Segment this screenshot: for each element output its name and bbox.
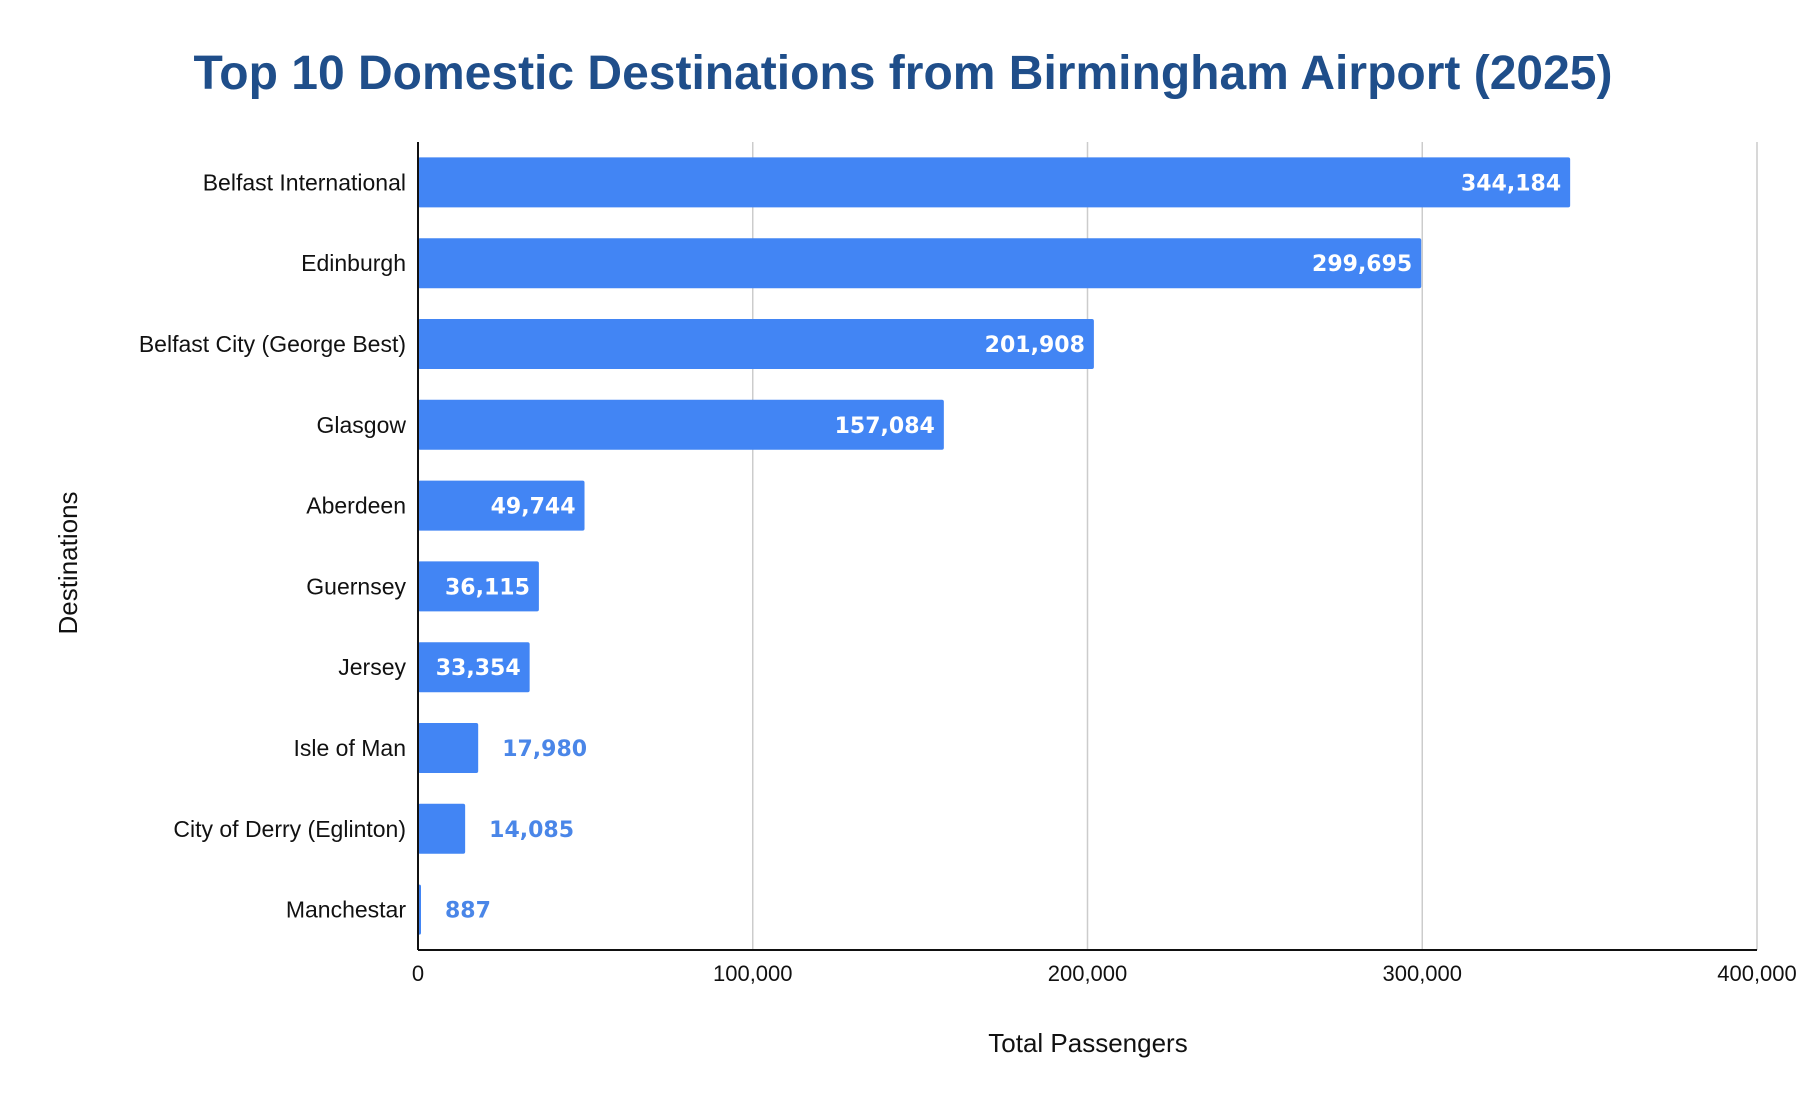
category-label: Jersey — [338, 654, 406, 680]
bar — [418, 157, 1571, 208]
category-label: Isle of Man — [294, 735, 407, 761]
bars — [418, 157, 1571, 935]
value-label: 36,115 — [445, 575, 530, 600]
bar — [418, 723, 479, 773]
value-label: 17,980 — [502, 737, 587, 762]
category-label: Guernsey — [306, 573, 406, 599]
category-label: Edinburgh — [301, 250, 406, 276]
y-axis-title: Destinations — [53, 491, 83, 634]
bar — [418, 561, 539, 612]
category-label: Aberdeen — [306, 493, 406, 519]
chart-title: Top 10 Domestic Destinations from Birmin… — [193, 47, 1613, 100]
value-label: 14,085 — [489, 818, 574, 843]
bar — [418, 399, 944, 450]
category-label: Glasgow — [317, 412, 407, 438]
value-label: 157,084 — [835, 414, 935, 439]
value-label: 33,354 — [436, 656, 521, 681]
bar — [418, 803, 466, 854]
category-label: City of Derry (Eglinton) — [173, 816, 406, 842]
labels: 0 100,000 200,000 300,000 400,000 Belfast Int… — [139, 169, 1797, 986]
category-label: Belfast International — [203, 169, 406, 195]
value-label: 344,184 — [1461, 171, 1561, 196]
bar — [418, 238, 1422, 289]
axes — [417, 142, 1757, 951]
bar — [418, 480, 585, 531]
value-label: 201,908 — [985, 333, 1085, 358]
bar — [418, 319, 1094, 369]
category-label: Belfast City (George Best) — [139, 331, 406, 357]
x-tick-label: 100,000 — [713, 961, 793, 986]
bar — [418, 642, 530, 693]
x-tick-label: 0 — [412, 961, 424, 986]
x-tick-label: 400,000 — [1717, 961, 1797, 986]
x-tick-label: 200,000 — [1048, 961, 1128, 986]
category-label: Manchestar — [286, 897, 407, 923]
value-label: 299,695 — [1312, 252, 1412, 277]
value-label: 49,744 — [491, 495, 576, 520]
x-tick-label: 300,000 — [1382, 961, 1462, 986]
value-label: 887 — [445, 899, 491, 924]
x-axis-title: Total Passengers — [988, 1028, 1187, 1058]
